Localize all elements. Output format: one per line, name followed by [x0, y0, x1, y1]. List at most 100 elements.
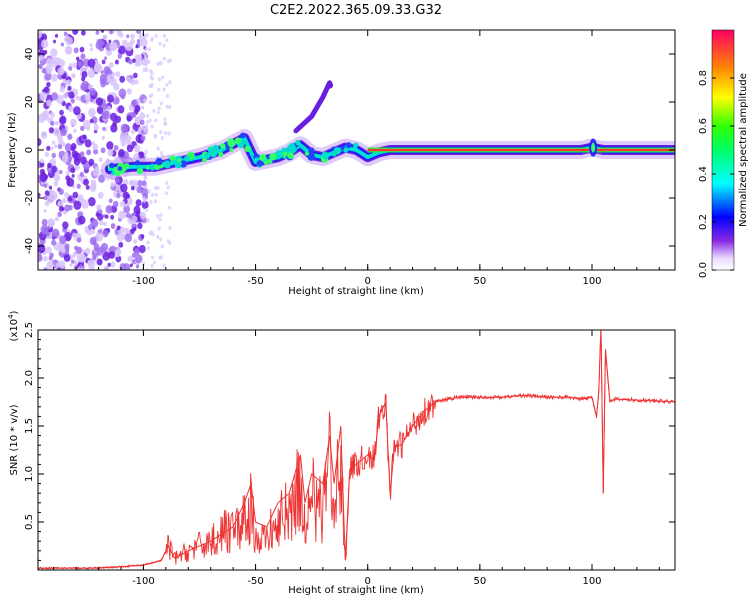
noise-speckle: [155, 34, 158, 38]
x-tick-label: -100: [132, 276, 155, 287]
noise-speckle: [110, 261, 115, 267]
noise-speckle: [139, 112, 145, 119]
noise-speckle: [80, 53, 85, 59]
noise-speckle: [123, 192, 129, 200]
noise-speckle: [109, 62, 114, 68]
noise-speckle: [165, 181, 168, 185]
noise-speckle: [115, 250, 121, 257]
colorbar-tick-label: 0.6: [698, 118, 709, 134]
noise-speckle: [128, 256, 133, 262]
noise-speckle: [165, 191, 168, 195]
noise-speckle: [163, 57, 166, 61]
snr-marks: [38, 325, 675, 569]
noise-speckle: [97, 259, 103, 266]
noise-speckle: [124, 135, 132, 144]
noise-speckle: [148, 189, 151, 193]
noise-speckle: [165, 83, 168, 87]
noise-speckle: [132, 113, 136, 118]
noise-speckle: [105, 205, 112, 214]
trace-bump-core: [591, 143, 595, 153]
noise-speckle: [71, 260, 74, 264]
noise-speckle: [146, 241, 149, 245]
noise-speckle: [73, 129, 76, 133]
noise-speckle: [115, 71, 120, 77]
noise-speckle: [65, 143, 72, 151]
noise-speckle: [131, 129, 135, 134]
noise-speckle: [115, 60, 119, 65]
noise-speckle: [96, 204, 101, 210]
noise-speckle: [149, 200, 152, 204]
noise-speckle: [113, 201, 119, 208]
trace-blob: [353, 143, 358, 148]
noise-speckle: [55, 121, 59, 126]
noise-speckle: [144, 176, 147, 180]
noise-speckle: [119, 136, 124, 142]
noise-speckle: [109, 251, 115, 259]
noise-speckle: [81, 30, 86, 36]
noise-speckle: [90, 184, 97, 192]
noise-speckle: [118, 149, 125, 157]
noise-speckle: [61, 43, 64, 47]
y-tick-label: 0: [24, 147, 35, 153]
noise-speckle: [144, 185, 147, 189]
noise-speckle: [52, 141, 56, 145]
trace-blob: [137, 168, 144, 175]
noise-speckle: [165, 39, 168, 43]
trace-blob: [240, 132, 246, 138]
figure-title: C2E2.2022.365.09.33.G32: [270, 3, 442, 18]
noise-speckle: [147, 246, 150, 250]
noise-speckle: [159, 61, 162, 65]
colorbar-tick-label: 0.0: [698, 262, 709, 278]
noise-speckle: [52, 153, 56, 158]
noise-speckle: [77, 237, 82, 243]
noise-speckle: [169, 58, 172, 62]
noise-speckle: [127, 88, 132, 94]
noise-speckle: [54, 174, 60, 182]
noise-speckle: [92, 143, 97, 150]
trace-blob: [204, 153, 210, 159]
noise-speckle: [46, 66, 53, 74]
y-tick-label: 40: [24, 48, 35, 61]
trace-blob: [346, 142, 352, 148]
y-tick-label: -40: [24, 238, 35, 254]
trace-blob: [229, 148, 233, 152]
noise-speckle: [145, 150, 148, 154]
noise-speckle: [102, 127, 105, 131]
noise-speckle: [154, 135, 157, 139]
noise-speckle: [50, 112, 55, 118]
noise-speckle: [163, 34, 166, 38]
noise-speckle: [165, 105, 168, 109]
noise-speckle: [135, 254, 142, 263]
noise-speckle: [161, 76, 164, 80]
noise-speckle: [118, 45, 126, 54]
snr-noise-line: [38, 338, 675, 569]
noise-speckle: [64, 152, 68, 157]
noise-speckle: [95, 63, 103, 72]
trace-blob: [323, 153, 329, 159]
spectrogram-xlabel: Height of straight line (km): [288, 286, 424, 297]
noise-speckle: [99, 220, 103, 225]
noise-speckle: [90, 119, 94, 123]
noise-speckle: [39, 55, 44, 61]
noise-speckle: [117, 105, 124, 113]
noise-speckle: [113, 83, 119, 90]
noise-speckle: [146, 114, 149, 118]
noise-speckle: [71, 98, 75, 103]
noise-speckle: [125, 42, 132, 51]
noise-speckle: [149, 94, 152, 98]
noise-speckle: [151, 125, 154, 129]
noise-speckle: [164, 131, 167, 135]
noise-speckle: [63, 93, 68, 99]
noise-speckle: [94, 124, 99, 130]
noise-speckle: [168, 80, 171, 84]
noise-speckle: [149, 100, 152, 104]
noise-speckle: [72, 233, 76, 238]
noise-speckle: [143, 38, 146, 42]
noise-speckle: [45, 190, 50, 196]
noise-speckle: [156, 186, 159, 190]
trace-blob: [212, 145, 219, 152]
noise-speckle: [59, 235, 66, 244]
noise-speckle: [133, 227, 137, 231]
noise-speckle: [130, 263, 133, 267]
noise-speckle: [95, 166, 99, 171]
